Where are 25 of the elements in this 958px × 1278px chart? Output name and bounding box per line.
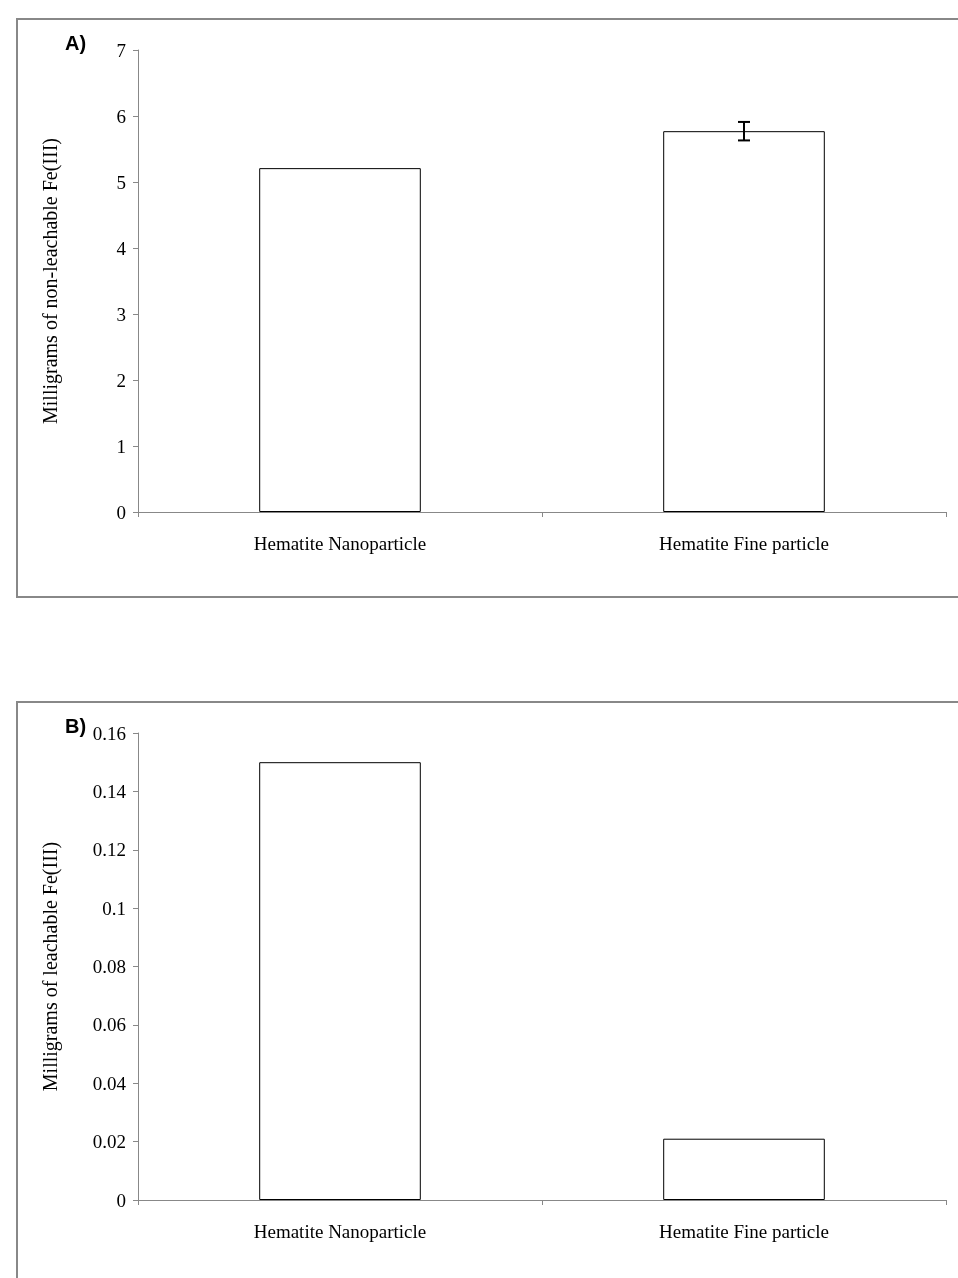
y-tick-label: 0.1 <box>102 897 126 919</box>
y-tick-label: 5 <box>116 171 126 193</box>
y-tick-label: 4 <box>116 237 127 259</box>
y-tick-label: 0.14 <box>92 780 127 802</box>
y-tick-label: 0.02 <box>92 1131 126 1153</box>
y-tick-label: 0.06 <box>92 1014 126 1036</box>
y-tick-label: 0.12 <box>92 839 126 861</box>
y-tick-label: 0 <box>116 501 126 523</box>
y-tick-label: 1 <box>116 435 126 457</box>
x-tick-label: Hematite Fine particle <box>659 1221 829 1242</box>
y-tick-label: 0.08 <box>92 956 126 977</box>
y-tick-label: 3 <box>116 303 126 325</box>
y-tick-label: 0.04 <box>92 1072 127 1094</box>
y-tick-label: 6 <box>116 105 126 127</box>
y-tick-label: 0 <box>116 1189 126 1211</box>
x-tick-label: Hematite Nanoparticle <box>253 533 427 554</box>
x-tick-label: Hematite Fine particle <box>659 533 829 554</box>
chart-title: A) <box>65 32 87 54</box>
y-tick-label: 7 <box>116 39 126 61</box>
y-tick-label: 2 <box>116 369 126 391</box>
y-axis-title: Milligrams of non-leachable Fe(III) <box>39 137 62 425</box>
x-tick-label: Hematite Nanoparticle <box>253 1221 427 1242</box>
chart-title: B) <box>65 715 87 737</box>
y-axis-title: Milligrams of leachable Fe(III) <box>39 841 62 1092</box>
y-tick-label: 0.16 <box>92 722 126 744</box>
